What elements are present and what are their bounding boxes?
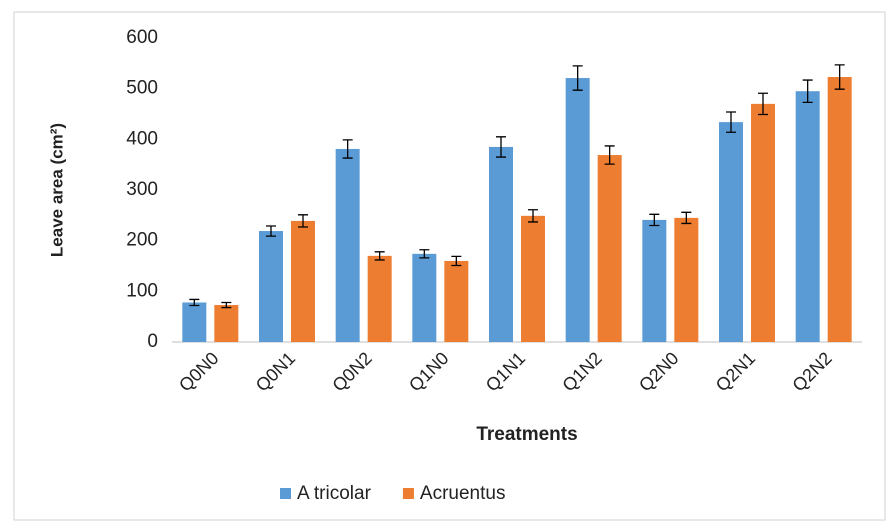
bar xyxy=(827,77,852,342)
error-bar xyxy=(528,209,538,223)
error-bar xyxy=(189,298,200,307)
error-bar xyxy=(649,213,660,227)
y-axis-label: Leave area (cm²) xyxy=(47,123,66,257)
bar xyxy=(795,91,820,342)
bar xyxy=(214,305,239,342)
legend-swatch xyxy=(280,488,291,499)
bar xyxy=(719,122,743,343)
error-bar xyxy=(802,79,813,103)
error-bar xyxy=(221,301,232,309)
error-bar xyxy=(298,214,308,228)
bar xyxy=(444,260,469,342)
error-bar xyxy=(834,64,845,90)
y-tick-label: 300 xyxy=(126,179,158,200)
error-bar xyxy=(419,249,430,259)
error-bar xyxy=(572,65,583,91)
bar xyxy=(751,103,775,342)
x-axis-label: Treatments xyxy=(476,424,577,445)
y-tick-label: 600 xyxy=(126,27,158,48)
y-tick-label: 100 xyxy=(126,280,158,301)
bar xyxy=(565,78,590,342)
bar xyxy=(335,148,360,342)
bar xyxy=(597,155,622,342)
error-bar xyxy=(681,211,692,225)
error-bar xyxy=(758,92,768,116)
error-bar xyxy=(374,251,385,261)
y-tick-label: 200 xyxy=(126,230,158,251)
legend-label: Acruentus xyxy=(420,483,506,504)
bar xyxy=(367,255,392,342)
bar xyxy=(291,220,315,342)
error-bar xyxy=(726,111,736,133)
legend-label: A tricolar xyxy=(297,483,372,504)
error-bar xyxy=(266,225,276,237)
bar xyxy=(642,219,667,342)
y-tick-label: 400 xyxy=(126,128,158,149)
error-bar xyxy=(496,136,506,158)
legend-swatch xyxy=(402,488,414,499)
bar xyxy=(489,146,513,342)
bar xyxy=(521,215,545,342)
error-bar xyxy=(604,145,615,165)
error-bar xyxy=(451,255,462,267)
y-tick-label: 500 xyxy=(126,78,158,99)
bar xyxy=(674,217,699,342)
bar xyxy=(259,231,283,342)
bar xyxy=(412,253,437,342)
bar xyxy=(182,302,207,342)
error-bar xyxy=(342,139,353,159)
y-tick-label: 0 xyxy=(147,331,158,352)
